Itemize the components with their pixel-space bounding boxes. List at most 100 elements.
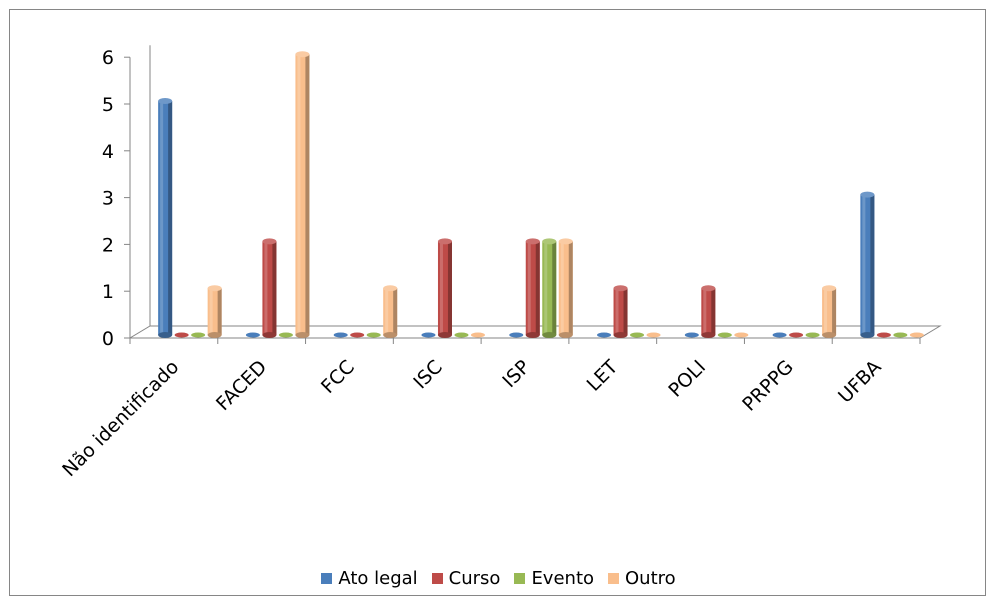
bar-shadow bbox=[568, 241, 573, 335]
bar-highlight bbox=[527, 241, 531, 335]
legend-swatch bbox=[431, 572, 443, 584]
axes bbox=[124, 45, 942, 344]
bar-highlight bbox=[544, 241, 548, 335]
bar-foot bbox=[207, 332, 222, 338]
x-tick-label: FCC bbox=[317, 356, 359, 398]
bar-foot bbox=[525, 332, 540, 338]
legend: Ato legal Curso Evento Outro bbox=[0, 563, 997, 593]
bar-cap bbox=[558, 238, 573, 245]
bar-shadow bbox=[623, 288, 628, 335]
bar-highlight bbox=[862, 194, 866, 335]
legend-label: Curso bbox=[448, 567, 501, 589]
bar-foot bbox=[613, 332, 628, 338]
bar-foot bbox=[383, 332, 398, 338]
bar-zero bbox=[909, 332, 924, 338]
bar-shadow bbox=[447, 241, 452, 335]
bar-zero bbox=[278, 332, 293, 338]
bar-zero bbox=[333, 332, 348, 338]
bar-cap bbox=[262, 238, 277, 245]
bar-zero bbox=[470, 332, 485, 338]
bar-cap bbox=[437, 238, 452, 245]
bar-cap bbox=[613, 285, 628, 292]
legend-swatch bbox=[514, 572, 526, 584]
bar-zero bbox=[646, 332, 661, 338]
legend-label: Outro bbox=[625, 567, 676, 589]
bar-foot bbox=[558, 332, 573, 338]
bar-highlight bbox=[209, 288, 213, 335]
bar-zero bbox=[174, 332, 189, 338]
bar-foot bbox=[542, 332, 557, 338]
bar-highlight bbox=[160, 101, 164, 335]
bar-shadow bbox=[305, 54, 310, 335]
bar-zero bbox=[191, 332, 206, 338]
bar-cap bbox=[822, 285, 837, 292]
bar-zero bbox=[509, 332, 524, 338]
bar-foot bbox=[701, 332, 716, 338]
bar-cap bbox=[542, 238, 557, 245]
y-tick-label: 3 bbox=[102, 188, 114, 210]
y-tick-label: 1 bbox=[102, 281, 114, 303]
bar-cap bbox=[525, 238, 540, 245]
bar-shadow bbox=[272, 241, 277, 335]
x-tick-label: UFBA bbox=[834, 356, 886, 408]
x-tick-label: ISC bbox=[409, 356, 446, 393]
bar-shadow bbox=[552, 241, 557, 335]
bar-highlight bbox=[439, 241, 443, 335]
bar-highlight bbox=[615, 288, 619, 335]
bar-cap bbox=[383, 285, 398, 292]
bar-shadow bbox=[832, 288, 837, 335]
bars bbox=[158, 51, 924, 338]
bar-cap bbox=[701, 285, 716, 292]
x-tick-label: FACED bbox=[212, 356, 271, 415]
y-tick-label: 6 bbox=[102, 47, 114, 69]
bar-zero bbox=[245, 332, 260, 338]
bar-zero bbox=[684, 332, 699, 338]
bar-highlight bbox=[297, 54, 301, 335]
bar-zero bbox=[717, 332, 732, 338]
bar-foot bbox=[158, 332, 173, 338]
y-tick-label: 0 bbox=[102, 328, 114, 350]
bar-shadow bbox=[870, 194, 875, 335]
legend-swatch bbox=[608, 572, 620, 584]
legend-item: Ato legal bbox=[321, 567, 418, 589]
x-tick-label: POLI bbox=[664, 356, 710, 402]
bar-zero bbox=[454, 332, 469, 338]
bar-cap bbox=[158, 98, 173, 104]
bar-highlight bbox=[385, 288, 389, 335]
bar-zero bbox=[805, 332, 820, 338]
bar-zero bbox=[597, 332, 612, 338]
legend-label: Evento bbox=[531, 567, 595, 589]
bar-shadow bbox=[393, 288, 398, 335]
bar-shadow bbox=[168, 101, 173, 335]
axis-labels: 0 1 2 3 4 5 6 Não identificado FACED FCC ISC ISP LET… bbox=[58, 47, 885, 481]
bar-zero bbox=[421, 332, 436, 338]
bar-zero bbox=[630, 332, 645, 338]
x-tick-label: LET bbox=[583, 356, 623, 396]
legend-swatch bbox=[321, 572, 333, 584]
bar-cap bbox=[295, 51, 310, 58]
bar-foot bbox=[295, 332, 310, 338]
bar-highlight bbox=[703, 288, 707, 335]
bar-cap bbox=[207, 285, 222, 292]
y-tick-label: 4 bbox=[102, 141, 114, 163]
x-tick-label: PRPPG bbox=[738, 356, 798, 416]
legend-item: Evento bbox=[514, 568, 594, 589]
bar-shadow bbox=[217, 288, 222, 335]
bar-foot bbox=[262, 332, 277, 338]
legend-label: Ato legal bbox=[338, 567, 418, 589]
bar-highlight bbox=[264, 241, 268, 335]
x-tick-label: Não identificado bbox=[58, 356, 183, 481]
bar-zero bbox=[350, 332, 365, 338]
legend-item: Curso bbox=[431, 567, 501, 589]
bar-highlight bbox=[560, 241, 564, 335]
bar-zero bbox=[366, 332, 381, 338]
bar-foot bbox=[822, 332, 837, 338]
bar-foot bbox=[437, 332, 452, 338]
bar-zero bbox=[876, 332, 891, 338]
y-tick-label: 2 bbox=[102, 234, 114, 256]
bar-shadow bbox=[535, 241, 540, 335]
bar-zero bbox=[893, 332, 908, 338]
legend-item: Outro bbox=[608, 568, 676, 589]
bar-zero bbox=[772, 332, 787, 338]
